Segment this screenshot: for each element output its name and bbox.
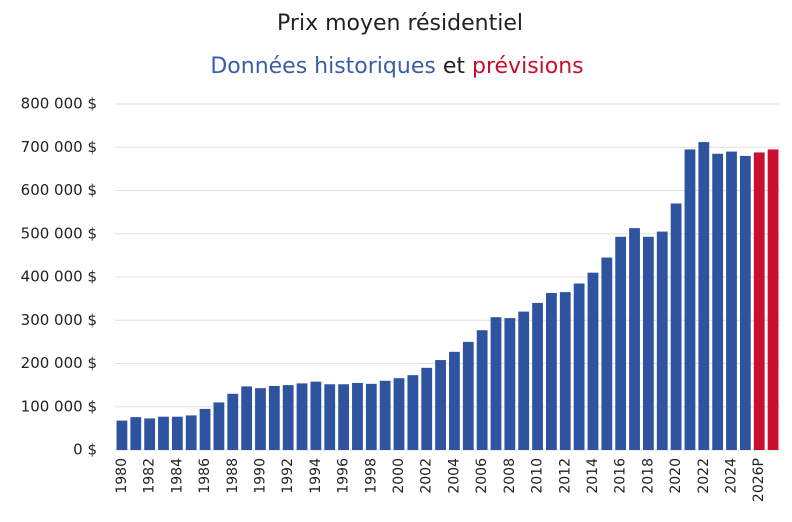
bar <box>310 381 322 450</box>
bar <box>587 272 599 450</box>
x-tick-label: 2020 <box>668 458 684 494</box>
bar <box>518 311 530 450</box>
bar <box>573 283 585 450</box>
bar <box>324 384 336 450</box>
x-tick-label: 2010 <box>530 458 546 494</box>
bar <box>352 382 363 450</box>
bar <box>559 292 571 450</box>
y-tick-label: 700 000 $ <box>21 138 97 156</box>
x-tick-label: 2008 <box>502 458 518 494</box>
bar <box>282 385 294 450</box>
bar <box>158 416 169 450</box>
bar <box>615 236 627 450</box>
x-tick-label: 1990 <box>252 458 268 494</box>
bar <box>490 317 502 450</box>
bar <box>365 383 377 450</box>
bar <box>185 415 197 450</box>
bar <box>462 341 474 450</box>
bar <box>656 231 668 450</box>
bar <box>296 383 308 450</box>
subtitle-part: prévisions <box>472 54 584 79</box>
bar <box>241 386 253 450</box>
bar <box>642 236 654 450</box>
bar <box>171 416 183 450</box>
bar <box>116 420 128 450</box>
subtitle-part: et <box>443 54 466 79</box>
bar <box>435 360 446 450</box>
y-tick-label: 800 000 $ <box>21 95 97 113</box>
bar <box>726 151 737 450</box>
bar <box>684 149 696 450</box>
bar <box>130 417 142 450</box>
bar <box>532 302 543 450</box>
bar <box>601 257 613 450</box>
chart-title: Prix moyen résidentiel <box>277 11 523 36</box>
x-tick-label: 2002 <box>419 458 435 494</box>
bar <box>449 351 460 450</box>
x-tick-label: 1986 <box>197 458 213 494</box>
x-tick-label: 1994 <box>308 458 324 494</box>
bar <box>213 402 225 450</box>
bar <box>476 330 488 450</box>
x-tick-label: 2026P <box>751 458 767 502</box>
bar <box>268 385 280 450</box>
bar <box>753 152 765 450</box>
x-tick-label: 1982 <box>142 458 158 494</box>
bar <box>629 228 640 450</box>
x-tick-label: 2024 <box>724 458 740 494</box>
x-tick-label: 2004 <box>446 458 462 494</box>
x-tick-label: 1998 <box>363 458 379 494</box>
x-tick-label: 2006 <box>474 458 490 494</box>
x-tick-label: 1992 <box>280 458 296 494</box>
chart-subtitle: Données historiques et prévisions <box>210 54 583 79</box>
y-tick-label: 600 000 $ <box>21 181 97 199</box>
x-tick-label: 2000 <box>391 458 407 494</box>
bar <box>379 380 391 450</box>
y-tick-label: 500 000 $ <box>21 224 97 242</box>
bar <box>393 378 405 450</box>
y-tick-label: 400 000 $ <box>21 268 97 286</box>
bar <box>546 293 557 450</box>
x-tick-label: 1980 <box>114 458 130 494</box>
bar <box>767 149 779 450</box>
bar <box>199 408 211 450</box>
bar <box>227 393 239 450</box>
bar <box>421 367 433 450</box>
bar <box>144 418 156 450</box>
bar <box>504 318 516 450</box>
bar <box>338 384 349 450</box>
y-tick-label: 200 000 $ <box>21 354 97 372</box>
x-tick-label: 1984 <box>169 458 185 494</box>
subtitle-part: Données historiques <box>210 54 435 79</box>
x-tick-label: 1996 <box>336 458 352 494</box>
x-tick-label: 2012 <box>557 458 573 494</box>
bar <box>739 155 751 450</box>
x-tick-label: 2022 <box>696 458 712 494</box>
x-tick-label: 2018 <box>640 458 656 494</box>
y-tick-label: 100 000 $ <box>21 397 97 415</box>
bar <box>255 388 266 450</box>
bar <box>712 153 724 451</box>
bar <box>698 142 710 450</box>
bar <box>407 375 419 450</box>
y-tick-label: 300 000 $ <box>21 311 97 329</box>
x-tick-label: 2016 <box>613 458 629 494</box>
x-tick-label: 1988 <box>225 458 241 494</box>
x-tick-label: 2014 <box>585 458 601 494</box>
bar <box>670 203 682 450</box>
y-tick-label: 0 $ <box>73 441 97 459</box>
